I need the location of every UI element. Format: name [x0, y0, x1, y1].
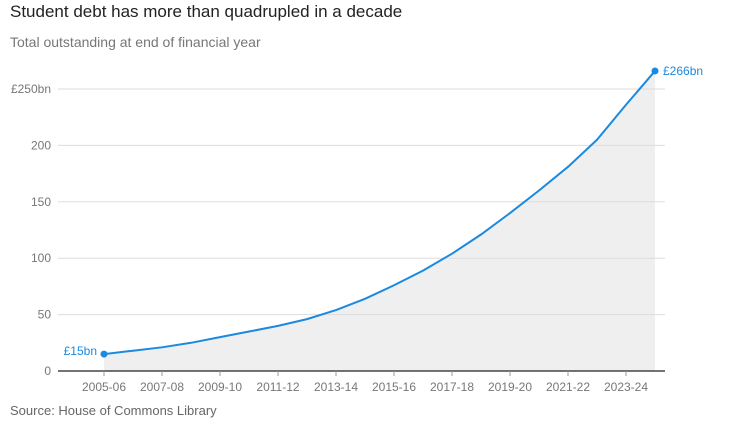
x-tick-label: 2011-12: [256, 380, 299, 394]
y-tick-label: 100: [31, 251, 51, 265]
end-value-label: £266bn: [663, 64, 703, 78]
y-tick-label: 150: [31, 195, 51, 209]
y-tick-label: £250bn: [11, 82, 51, 96]
y-tick-label: 200: [31, 138, 51, 152]
x-tick-label: 2005-06: [82, 380, 126, 394]
x-tick-label: 2009-10: [198, 380, 242, 394]
x-tick-label: 2017-18: [430, 380, 474, 394]
area-fill: [104, 70, 655, 372]
x-tick-label: 2021-22: [546, 380, 590, 394]
start-value-label: £15bn: [64, 344, 97, 358]
data-point: [100, 350, 108, 358]
x-tick-label: 2019-20: [488, 380, 532, 394]
x-tick-label: 2007-08: [140, 380, 184, 394]
x-tick-label: 2013-14: [314, 380, 358, 394]
y-tick-label: 50: [38, 308, 52, 322]
chart-title: Student debt has more than quadrupled in…: [10, 2, 403, 21]
data-line: [103, 70, 656, 356]
data-point: [651, 67, 659, 75]
source-note: Source: House of Commons Library: [10, 403, 217, 418]
x-tick-label: 2023-24: [604, 380, 648, 394]
y-tick-label: 0: [44, 364, 51, 378]
chart-subtitle: Total outstanding at end of financial ye…: [10, 34, 261, 50]
x-tick-label: 2015-16: [372, 380, 416, 394]
